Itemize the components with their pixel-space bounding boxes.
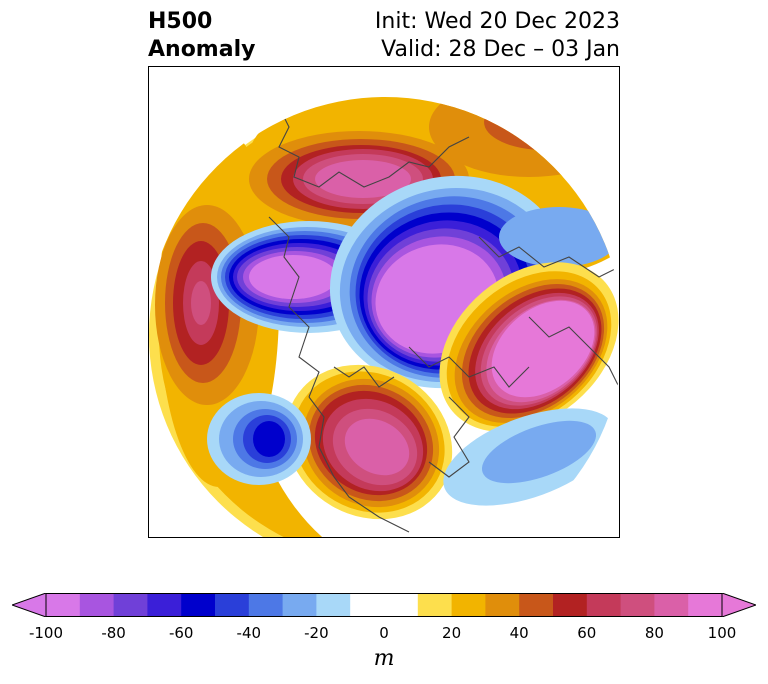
colorbar-extend-min [12,593,47,617]
colorbar-tick-label: -60 [168,624,194,642]
colorbar-tick-label: 40 [509,624,529,642]
title-left: H500 Anomaly [148,8,255,64]
colorbar-tick-labels: -100 -80 -60 -40 -20 0 20 40 60 80 100 [0,624,768,644]
colorbar-segment [113,593,148,617]
init-time: Init: Wed 20 Dec 2023 [374,9,620,34]
colorbar-tick-label: -100 [28,624,64,642]
title-right: Init: Wed 20 Dec 2023 Valid: 28 Dec – 03… [375,8,620,64]
colorbar-segment [316,593,351,617]
valid-period: Valid: 28 Dec – 03 Jan [381,37,620,62]
coastlines [268,106,619,533]
colorbar-segment [553,593,588,617]
colorbar-segment [147,593,182,617]
colorbar-tick-label: -20 [304,624,329,642]
colorbar-segments [46,593,723,617]
colorbar-tick-label: 0 [379,624,389,642]
colorbar-segment [181,593,216,617]
colorbar-extend-max [721,593,756,617]
colorbar-tick-label: 100 [707,624,737,642]
trough-east-lobe [499,207,619,267]
colorbar-units: m [373,646,395,671]
trough-subtropical-atlantic [443,408,615,506]
colorbar-tick-label: -80 [101,624,126,642]
anomaly-map [149,97,619,537]
colorbar-segment [282,593,317,617]
colorbar-tick-label: 20 [442,624,462,642]
colorbar-tick-label: -40 [236,624,262,642]
colorbar-segment [519,593,554,617]
colorbar-segment [46,593,81,617]
colorbar-tick-label: 60 [577,624,597,642]
title-field: Anomaly [148,37,256,62]
colorbar-segment [688,593,723,617]
colorbar-segment [350,593,419,617]
colorbar-tick-label: 80 [644,624,664,642]
colorbar-segment [417,593,453,617]
trough-eastern-pacific [207,393,311,485]
ridge-north-atlantic-europe [439,262,619,432]
colorbar [12,593,756,617]
colorbar-segment [451,593,486,617]
colorbar-segment [586,593,622,617]
colorbar-segment [248,593,284,617]
colorbar-segment [215,593,250,617]
colorbar-segment [654,593,689,617]
colorbar-segment [620,593,655,617]
colorbar-segment [79,593,115,617]
title-variable: H500 [148,9,213,34]
ridge-northeast-corner [429,97,619,177]
colorbar-outline [45,593,723,617]
colorbar-segment [485,593,520,617]
ridge-north-america [285,364,453,520]
map-panel [148,66,620,538]
